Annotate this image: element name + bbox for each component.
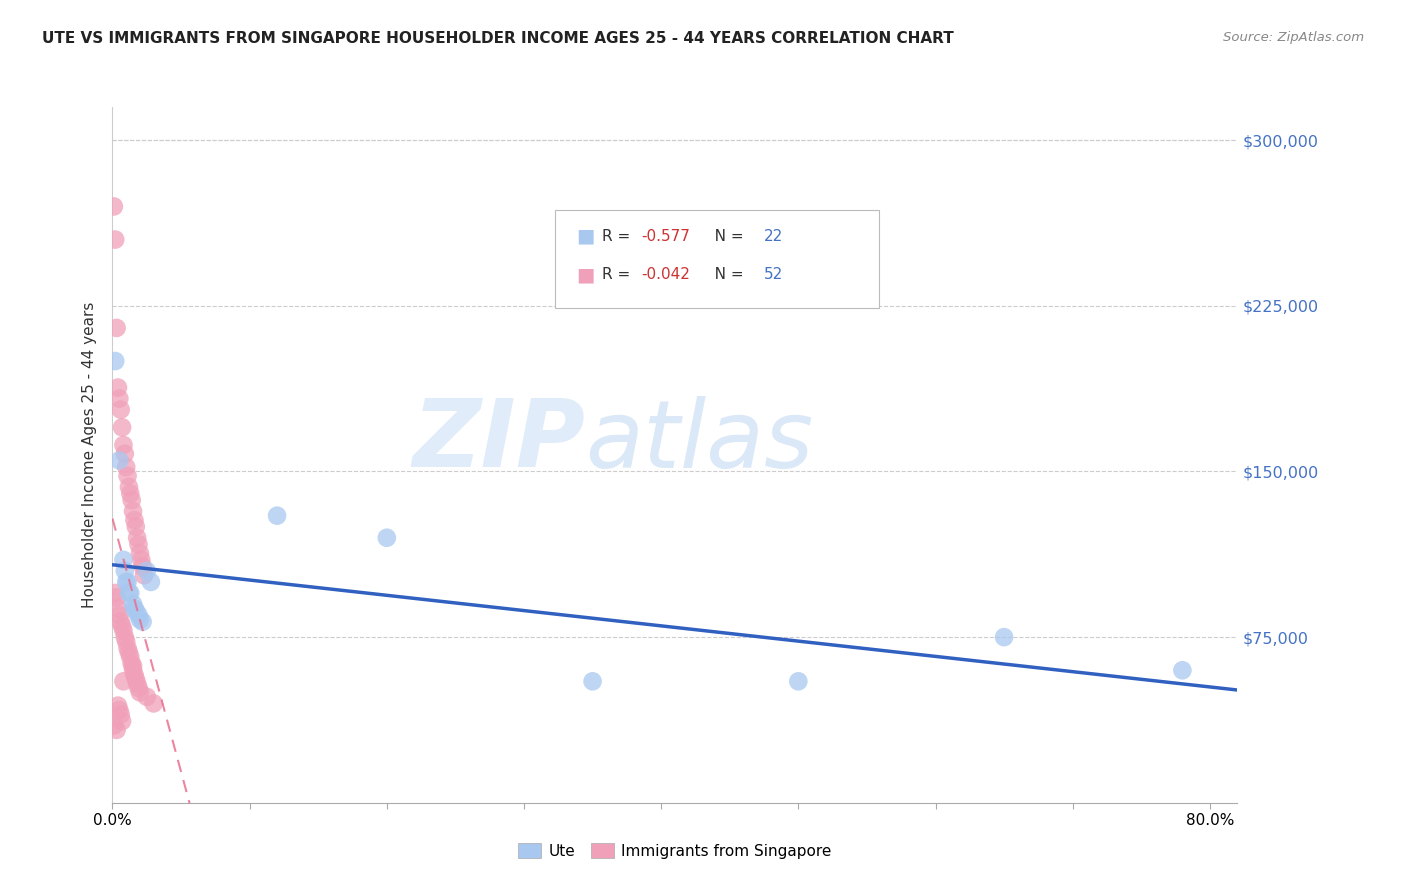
Text: ZIP: ZIP	[412, 395, 585, 487]
Point	[127, 676, 149, 690]
Point	[114, 564, 136, 578]
Point	[118, 646, 141, 660]
Point	[121, 657, 143, 671]
Point	[104, 354, 127, 368]
Point	[108, 608, 131, 623]
Text: ■: ■	[576, 265, 595, 285]
Point	[135, 690, 157, 704]
Point	[375, 531, 398, 545]
Point	[131, 559, 153, 574]
Point	[125, 672, 148, 686]
Point	[122, 504, 145, 518]
Point	[107, 698, 129, 713]
Point	[117, 574, 139, 589]
Point	[104, 586, 127, 600]
Point	[115, 460, 138, 475]
Point	[135, 564, 157, 578]
Point	[115, 574, 138, 589]
Text: UTE VS IMMIGRANTS FROM SINGAPORE HOUSEHOLDER INCOME AGES 25 - 44 YEARS CORRELATI: UTE VS IMMIGRANTS FROM SINGAPORE HOUSEHO…	[42, 31, 953, 46]
Point	[114, 630, 136, 644]
Text: atlas: atlas	[585, 395, 813, 486]
Point	[111, 619, 134, 633]
Point	[132, 568, 155, 582]
Point	[107, 380, 129, 394]
Point	[108, 392, 131, 406]
Point	[103, 718, 125, 732]
Point	[124, 513, 146, 527]
Point	[127, 531, 149, 545]
Point	[124, 601, 146, 615]
Point	[122, 658, 145, 673]
Point	[112, 674, 135, 689]
Point	[787, 674, 810, 689]
Point	[581, 674, 603, 689]
Point	[110, 402, 132, 417]
Point	[128, 537, 150, 551]
Point	[124, 667, 146, 681]
Text: R =: R =	[602, 268, 636, 282]
Point	[114, 447, 136, 461]
Point	[142, 697, 165, 711]
Point	[139, 574, 162, 589]
Point	[110, 615, 132, 629]
Point	[129, 685, 152, 699]
Point	[120, 650, 142, 665]
Point	[115, 634, 138, 648]
Text: -0.042: -0.042	[641, 268, 690, 282]
Y-axis label: Householder Income Ages 25 - 44 years: Householder Income Ages 25 - 44 years	[82, 301, 97, 608]
Point	[122, 597, 145, 611]
Text: N =: N =	[700, 268, 748, 282]
Point	[105, 591, 128, 605]
Point	[129, 612, 152, 626]
Point	[118, 586, 141, 600]
Text: N =: N =	[700, 229, 748, 244]
Text: ■: ■	[576, 227, 595, 246]
Point	[111, 420, 134, 434]
Point	[112, 438, 135, 452]
Point	[993, 630, 1015, 644]
Point	[117, 469, 139, 483]
Point	[120, 586, 142, 600]
Point	[117, 641, 139, 656]
Point	[266, 508, 288, 523]
Point	[129, 546, 152, 560]
Point	[103, 199, 125, 213]
Text: Source: ZipAtlas.com: Source: ZipAtlas.com	[1223, 31, 1364, 45]
Point	[105, 321, 128, 335]
Point	[108, 453, 131, 467]
Point	[112, 553, 135, 567]
Point	[125, 604, 148, 618]
Text: -0.577: -0.577	[641, 229, 690, 244]
Point	[118, 480, 141, 494]
Point	[122, 663, 145, 677]
Point	[105, 723, 128, 737]
Text: R =: R =	[602, 229, 636, 244]
Point	[125, 519, 148, 533]
Point	[1171, 663, 1194, 677]
Point	[111, 714, 134, 728]
Point	[108, 703, 131, 717]
Legend: Ute, Immigrants from Singapore: Ute, Immigrants from Singapore	[512, 837, 838, 864]
Point	[129, 553, 152, 567]
Point	[131, 615, 153, 629]
Text: 22: 22	[763, 229, 783, 244]
Text: 52: 52	[763, 268, 783, 282]
Point	[110, 707, 132, 722]
Point	[120, 486, 142, 500]
Point	[112, 624, 135, 638]
Point	[121, 493, 143, 508]
Point	[107, 601, 129, 615]
Point	[104, 233, 127, 247]
Point	[128, 681, 150, 695]
Point	[128, 608, 150, 623]
